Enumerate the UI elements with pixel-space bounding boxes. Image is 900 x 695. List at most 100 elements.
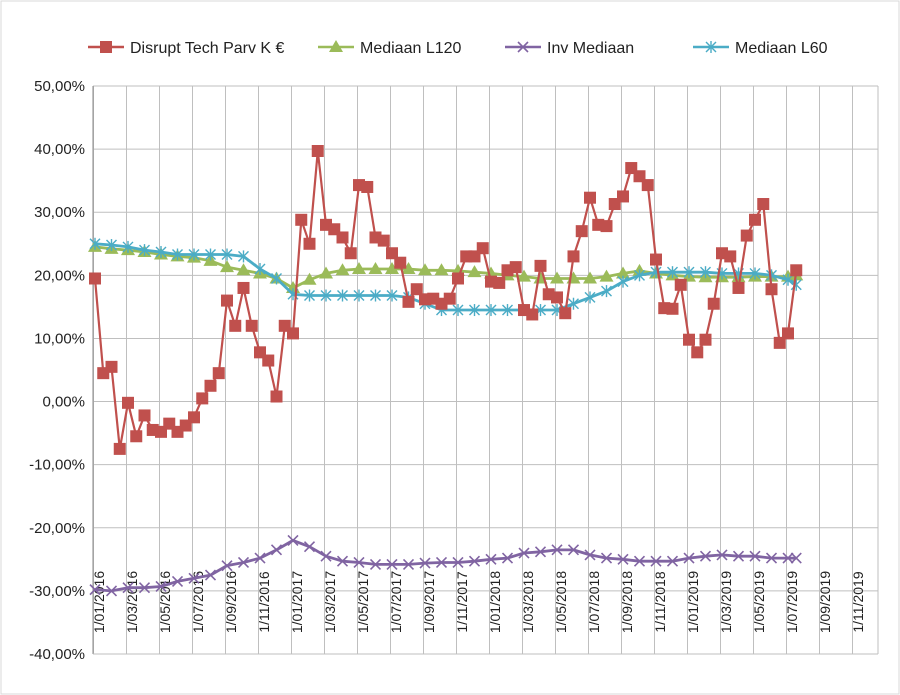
data-point	[155, 245, 167, 258]
series-2	[89, 534, 802, 597]
x-tick-label: 1/05/2019	[751, 571, 767, 633]
data-point	[452, 304, 464, 317]
data-point	[303, 541, 316, 553]
y-tick-label: 50,00%	[34, 78, 85, 95]
data-point	[650, 555, 662, 567]
y-tick-label: -20,00%	[29, 520, 85, 537]
x-tick-label: 1/07/2017	[388, 571, 404, 633]
data-point	[106, 239, 117, 252]
data-point	[370, 289, 381, 302]
data-point-stroke	[386, 558, 398, 570]
data-point	[707, 297, 720, 310]
data-point	[262, 354, 275, 367]
data-point-stroke	[716, 549, 728, 561]
legend-label: Disrupt Tech Parv K €	[130, 40, 285, 57]
data-point	[89, 237, 101, 250]
data-point	[270, 544, 283, 556]
data-point	[130, 430, 143, 443]
data-point	[369, 558, 382, 570]
data-point	[352, 262, 366, 275]
series-line	[94, 242, 798, 312]
data-point	[361, 180, 374, 193]
data-point	[344, 247, 357, 260]
data-point	[732, 550, 745, 562]
data-point-stroke	[287, 534, 299, 546]
data-point	[122, 582, 134, 594]
data-point	[476, 242, 489, 255]
data-point-stroke	[254, 552, 266, 564]
data-point	[113, 442, 126, 455]
data-point	[89, 272, 101, 285]
x-tick-label: 1/01/2018	[487, 571, 503, 633]
data-point	[575, 225, 588, 238]
data-point	[353, 556, 365, 569]
series-3	[89, 237, 802, 317]
legend-label: Inv Mediaan	[547, 40, 634, 57]
data-point	[212, 367, 225, 380]
data-point	[584, 291, 596, 304]
data-point	[271, 272, 282, 285]
data-point	[304, 289, 315, 302]
data-point-stroke	[732, 550, 745, 562]
data-point-stroke	[501, 552, 514, 564]
data-point	[732, 281, 745, 294]
data-point	[336, 555, 349, 567]
x-tick-label: 1/05/2017	[355, 571, 371, 633]
data-point	[583, 271, 597, 284]
data-point	[617, 190, 629, 203]
legend-item: Inv Mediaan	[505, 40, 634, 57]
data-point-stroke	[419, 557, 431, 569]
data-point	[493, 276, 506, 289]
data-point	[782, 327, 794, 340]
data-point-stroke	[237, 556, 250, 569]
data-point	[302, 272, 317, 285]
data-point-stroke	[320, 550, 332, 562]
data-point	[368, 262, 383, 275]
x-tick-label: 1/09/2018	[619, 571, 635, 633]
data-point	[89, 584, 101, 596]
x-tick-label: 1/09/2017	[421, 571, 437, 633]
data-point	[485, 553, 497, 565]
x-tick-label: 1/01/2016	[91, 571, 107, 633]
data-point	[443, 292, 456, 305]
data-point	[641, 179, 654, 192]
x-tick-label: 1/01/2019	[685, 571, 701, 633]
axes: 50,00% 40,00% 30,00% 20,00% 10,00% 0,00% -10,0…	[29, 78, 878, 663]
data-point	[468, 555, 481, 567]
series-layer	[88, 145, 804, 597]
data-point	[245, 319, 258, 332]
y-tick-label: 40,00%	[34, 141, 85, 158]
data-point	[229, 319, 242, 332]
data-point	[716, 549, 728, 561]
data-point	[790, 264, 803, 277]
data-point	[254, 263, 266, 276]
legend: Disrupt Tech Parv K € Mediaan L120 Inv Med…	[88, 40, 828, 57]
x-tick-label: 1/07/2016	[190, 571, 206, 633]
x-tick-label: 1/01/2017	[289, 571, 305, 633]
x-tick-label: 1/11/2017	[454, 571, 470, 632]
data-point	[666, 302, 679, 315]
data-point-stroke	[369, 558, 382, 570]
data-point-stroke	[89, 584, 101, 596]
data-point	[155, 580, 167, 593]
x-tick-label: 1/03/2016	[124, 571, 140, 633]
x-tick-label: 1/11/2019	[850, 571, 866, 632]
series-0	[89, 145, 803, 455]
data-point	[188, 572, 200, 584]
data-point-stroke	[749, 550, 761, 562]
data-point	[617, 275, 629, 288]
data-point	[434, 263, 449, 276]
data-point	[683, 266, 695, 279]
data-point-stroke	[782, 552, 794, 564]
data-point-stroke	[650, 555, 662, 567]
data-point	[467, 265, 482, 278]
data-point	[749, 267, 761, 280]
data-point-stroke	[138, 582, 151, 594]
data-point	[501, 552, 514, 564]
y-tick-label: 30,00%	[34, 204, 85, 221]
data-point	[205, 248, 216, 261]
data-point	[469, 304, 480, 317]
data-point-stroke	[518, 547, 530, 559]
data-point	[270, 390, 283, 403]
